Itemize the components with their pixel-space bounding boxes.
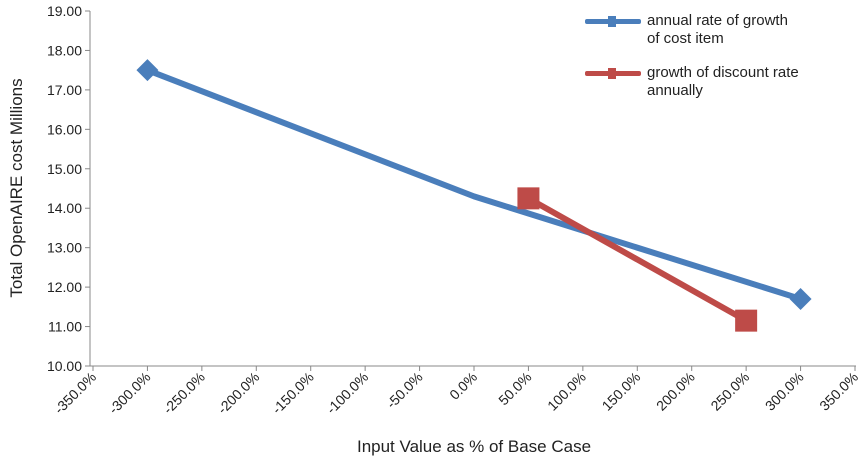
x-tick-label: -350.0% [51,369,99,417]
y-tick-label: 14.00 [47,200,82,216]
x-tick-label: -50.0% [383,369,426,412]
x-tick-label: 300.0% [762,369,807,414]
legend-entry: annual rate of growth of cost item [585,12,797,48]
y-tick-label: 18.00 [47,42,82,58]
x-tick-label: -150.0% [269,369,317,417]
x-tick-label: -300.0% [105,369,153,417]
x-tick-label: -100.0% [323,369,371,417]
x-tick-label: 100.0% [544,369,589,414]
y-tick-label: 17.00 [47,82,82,98]
x-tick-label: 50.0% [495,369,534,408]
legend: annual rate of growth of cost item growth… [585,12,817,116]
y-tick-label: 16.00 [47,121,82,137]
x-tick-label: 0.0% [446,369,480,403]
series-line [144,67,804,302]
y-tick-label: 11.00 [48,319,82,335]
x-tick-label: -250.0% [160,369,208,417]
marker [735,309,758,332]
y-tick-label: 13.00 [47,240,82,256]
x-tick-label: -200.0% [214,369,262,417]
y-tick-label: 15.00 [47,161,82,177]
marker [789,287,812,310]
y-tick-label: 19.00 [47,3,82,19]
x-tick-label: 200.0% [653,369,698,414]
marker [136,59,159,82]
y-tick-label: 10.00 [47,358,82,374]
legend-label: growth of discount rate annually [647,64,799,99]
y-tick-label: 12.00 [47,279,82,295]
x-tick-label: 250.0% [707,369,752,414]
x-axis-title: Input Value as % of Base Case [357,437,591,456]
x-tick-label: 150.0% [599,369,644,414]
x-tick-label: 350.0% [816,369,861,414]
series-line [525,195,750,324]
legend-swatch [585,16,641,27]
y-axis-title: Total OpenAIRE cost Millions [7,78,26,297]
marker [517,187,540,210]
legend-entry: growth of discount rate annually [585,64,817,100]
legend-label: annual rate of growth of cost item [647,12,788,47]
legend-swatch [585,68,641,79]
